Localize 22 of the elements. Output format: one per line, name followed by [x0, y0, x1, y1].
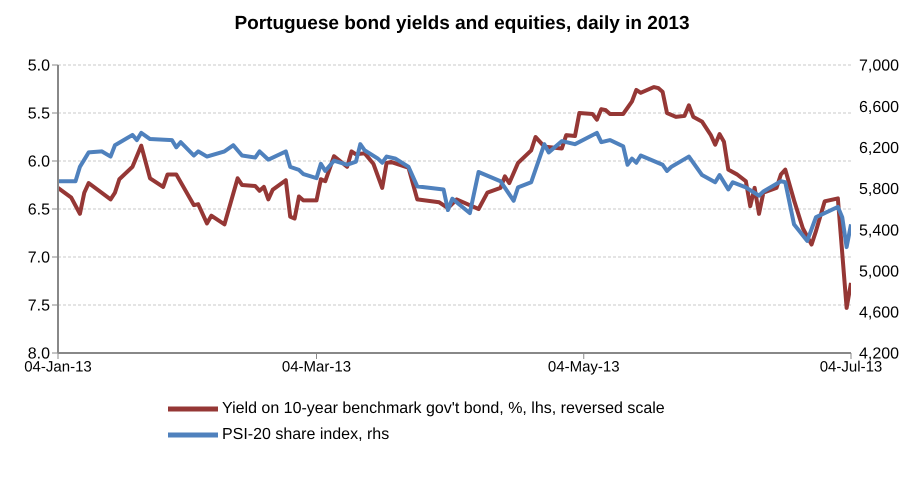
y-tick-label: 6.0: [28, 154, 50, 171]
chart-title: Portuguese bond yields and equities, daily in 2013: [233, 12, 691, 36]
y-tick-label: 7.0: [28, 250, 50, 267]
y2-tick-label: 5,000: [859, 263, 900, 280]
x-tick-label: 04-May-13: [548, 358, 620, 376]
x-tick-label: 04-Jul-13: [820, 358, 882, 376]
y2-tick-label: 5,800: [859, 181, 900, 198]
y-tick-label: 6.5: [28, 202, 50, 219]
y2-tick-label: 6,200: [859, 140, 900, 157]
y-tick-label: 5.5: [28, 106, 50, 123]
legend-label: PSI-20 share index, rhs: [222, 426, 390, 444]
legend-label: Yield on 10-year benchmark gov't bond, %, lhs, reversed scale: [222, 400, 665, 418]
y2-tick-label: 6,600: [859, 98, 900, 116]
line-series: [58, 130, 851, 250]
y2-tick-label: 5,400: [859, 222, 900, 240]
x-tick-label: 04-Jan-13: [24, 358, 92, 376]
y-tick-label: 5.0: [28, 58, 50, 75]
x-tick-label: 04-Mar-13: [282, 358, 352, 376]
y2-tick-label: 7,000: [859, 58, 900, 75]
y2-tick-label: 4,600: [859, 304, 900, 322]
line-series: [58, 85, 851, 310]
y-tick-label: 7.5: [28, 298, 50, 315]
